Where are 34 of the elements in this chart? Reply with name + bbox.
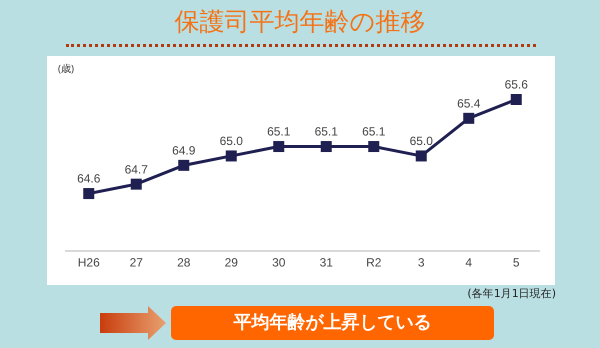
point: [178, 160, 190, 171]
point: [368, 141, 380, 152]
point: [416, 150, 427, 162]
x-tick-label: 29: [224, 255, 238, 270]
data-label: 65.0: [410, 134, 434, 148]
point: [510, 94, 522, 106]
x-tick-label: 28: [177, 255, 191, 270]
data-label: 65.6: [504, 78, 528, 92]
data-label: 65.0: [220, 134, 244, 148]
x-tick-label: 3: [418, 255, 425, 270]
x-tick-label: 30: [272, 255, 286, 270]
data-label: 65.1: [362, 124, 386, 139]
point: [273, 141, 284, 152]
data-label: 65.1: [267, 124, 291, 139]
data-label: 65.4: [457, 96, 481, 110]
x-tick-label: H26: [78, 255, 100, 270]
point: [226, 150, 237, 162]
x-tick-label: 27: [130, 255, 144, 270]
x-tick-label: 31: [320, 255, 334, 270]
point: [83, 188, 94, 200]
data-label: 64.7: [124, 162, 148, 176]
y-axis-title: (歳): [58, 61, 74, 75]
text: 平均年齢が上昇している: [171, 306, 494, 340]
point: [463, 112, 474, 124]
x-tick-label: 5: [512, 255, 520, 270]
text: (各年1月1日現在): [467, 286, 556, 301]
point: [320, 141, 332, 152]
point: [130, 178, 142, 190]
chart-title: 保護司平均年齢の推移: [174, 6, 426, 38]
data-label: 65.1: [314, 124, 338, 139]
x-tick-label: 4: [465, 255, 472, 270]
x-tick-label: R2: [366, 255, 382, 270]
data-label: 64.9: [172, 143, 196, 158]
data-label: 64.6: [77, 172, 101, 186]
